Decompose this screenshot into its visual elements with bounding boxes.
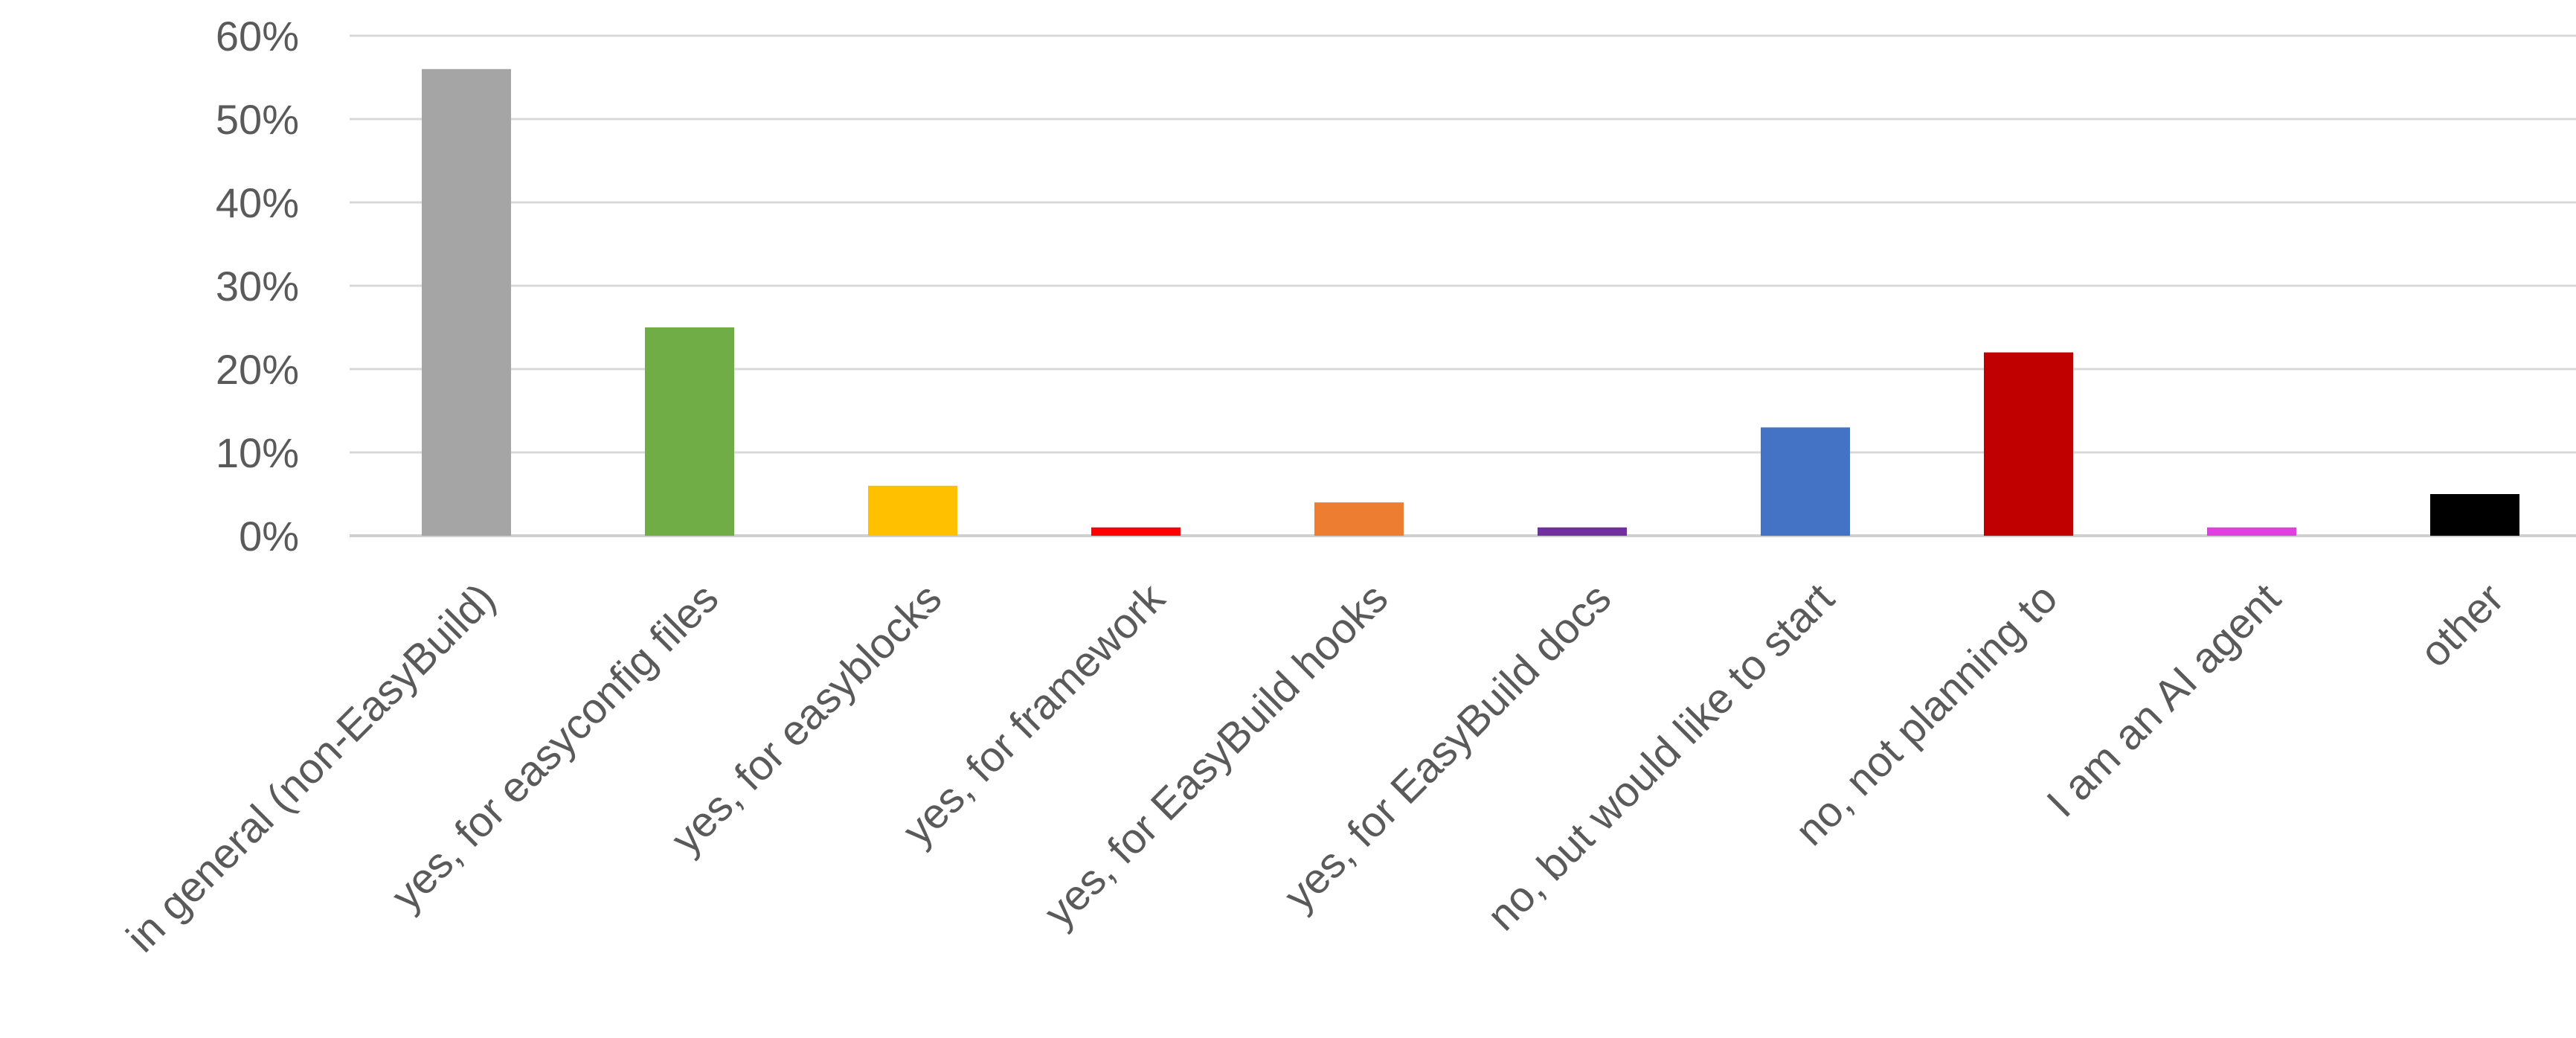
bar xyxy=(2207,527,2296,536)
x-category-label: I am an AI agent xyxy=(2037,574,2290,827)
bars xyxy=(422,68,2519,536)
bar xyxy=(1091,527,1181,536)
bar xyxy=(868,485,957,536)
y-tick-label: 20% xyxy=(216,346,299,393)
bar xyxy=(422,68,511,536)
y-tick-label: 10% xyxy=(216,429,299,476)
y-tick-label: 50% xyxy=(216,96,299,143)
y-axis-tick-labels: 0% 10% 20% 30% 40% 50% 60% xyxy=(216,13,299,560)
y-tick-label: 30% xyxy=(216,263,299,310)
bar xyxy=(1761,427,1850,536)
bar xyxy=(1314,502,1404,536)
bar xyxy=(1984,352,2073,536)
y-tick-label: 40% xyxy=(216,179,299,226)
bar xyxy=(1538,527,1627,536)
y-tick-label: 0% xyxy=(239,513,299,560)
y-tick-label: 60% xyxy=(216,13,299,60)
bar xyxy=(2430,494,2519,536)
x-category-label: other xyxy=(2411,574,2513,676)
x-axis-category-labels: in general (non-EasyBuild)yes, for easyc… xyxy=(118,574,2513,962)
bar xyxy=(645,327,734,536)
x-category-label: in general (non-EasyBuild) xyxy=(118,574,504,961)
